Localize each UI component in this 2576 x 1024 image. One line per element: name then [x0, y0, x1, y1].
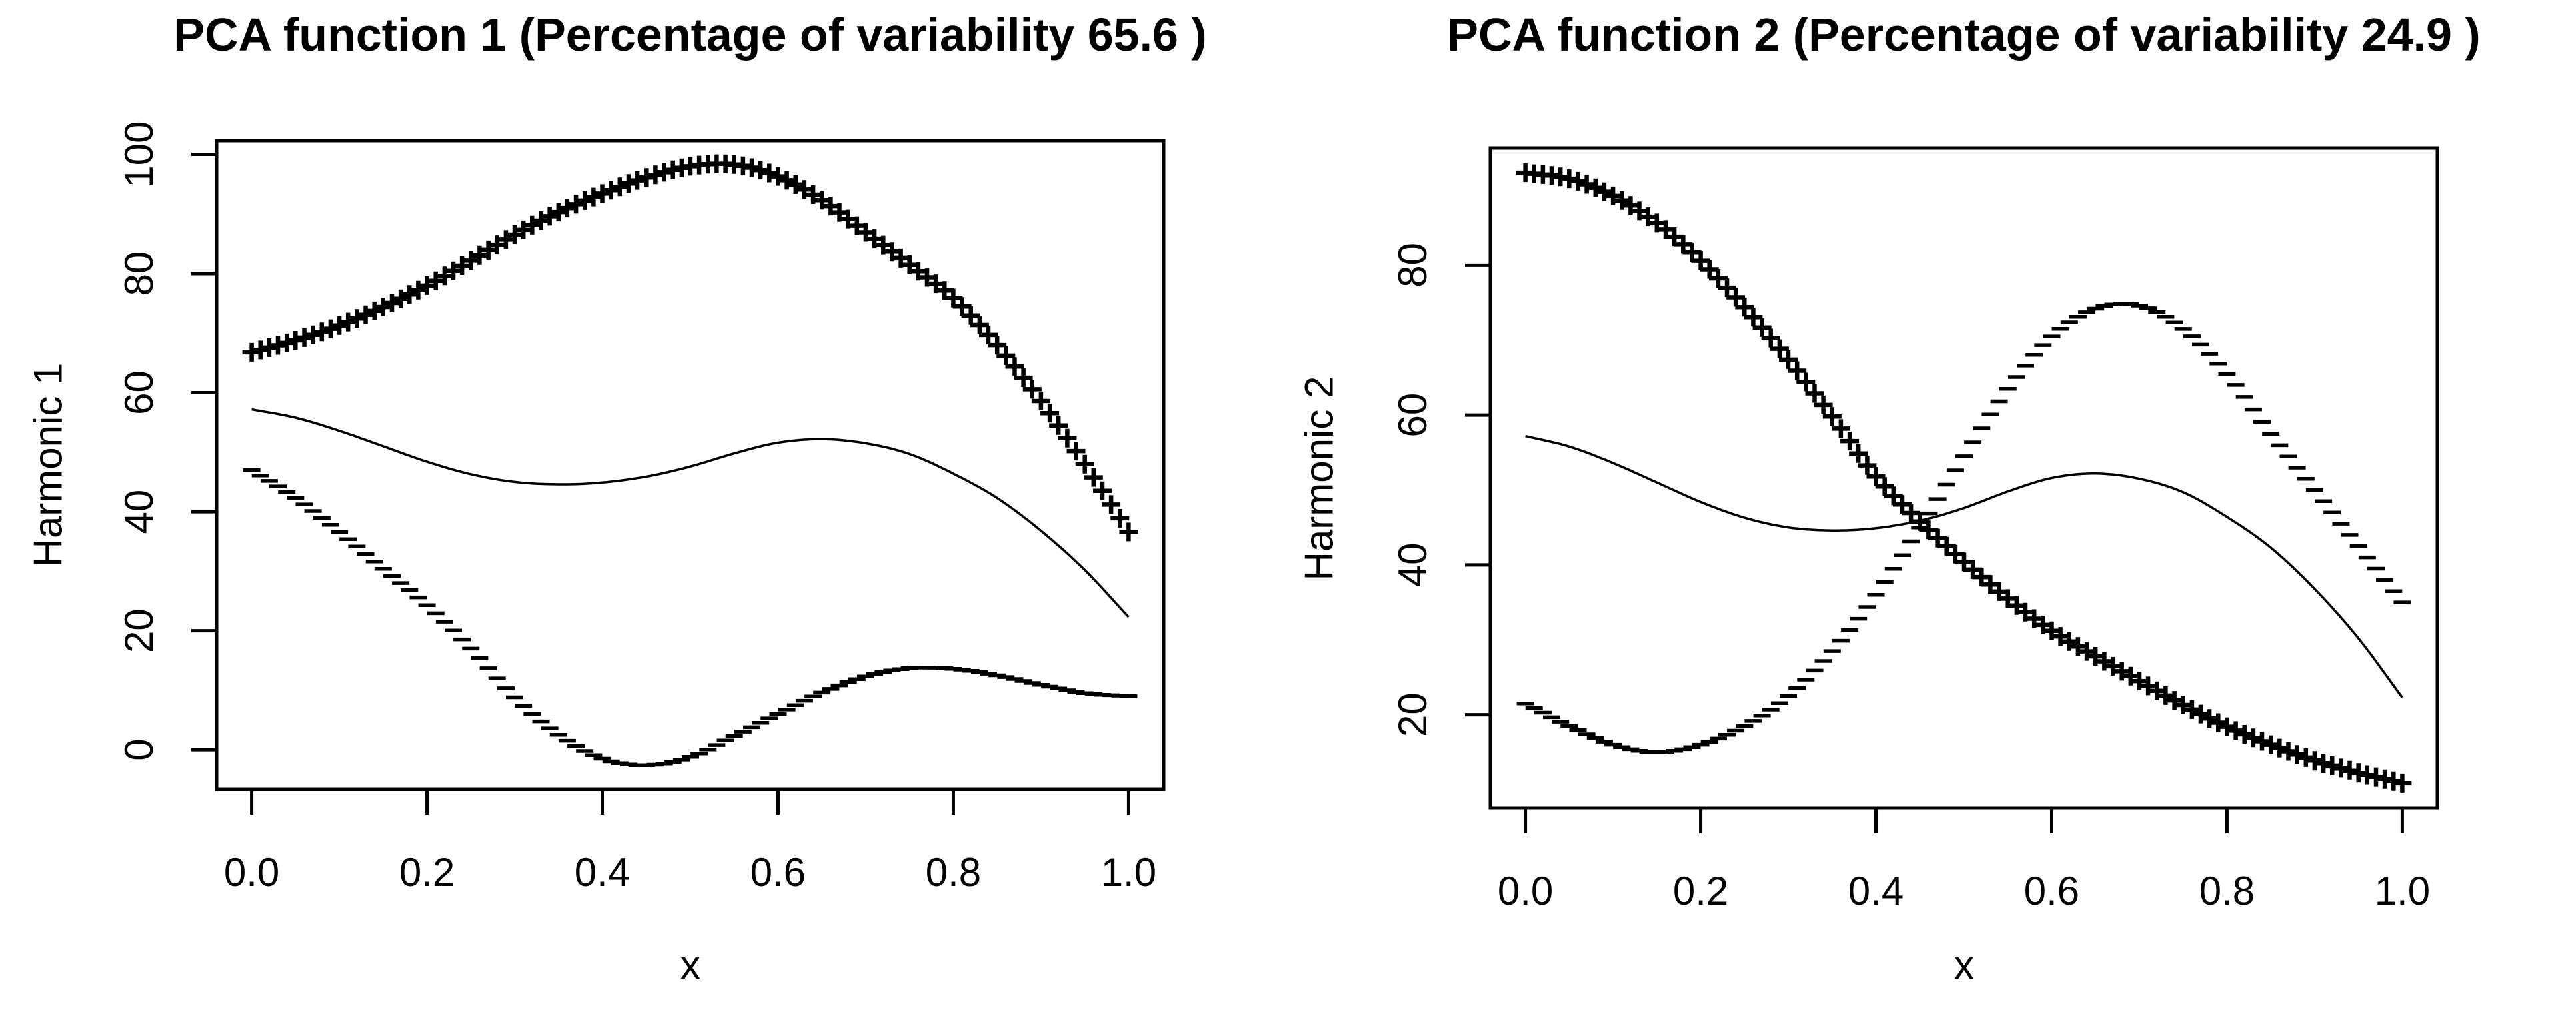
x-tick-label: 0.8 [926, 850, 981, 895]
plot2-y-axis-title: Harmonic 2 [1296, 376, 1342, 581]
y-tick-label: 20 [1390, 692, 1435, 737]
x-tick-label: 0.2 [1673, 869, 1728, 913]
x-tick-label: 0.2 [399, 850, 455, 895]
x-tick-label: 1.0 [2375, 869, 2430, 913]
plot-box [215, 139, 1166, 791]
plot-box [1488, 146, 2439, 810]
x-tick-label: 0.6 [2024, 869, 2079, 913]
plot2-x-axis-title: x [1954, 943, 1974, 987]
x-tick-label: 0.4 [575, 850, 630, 895]
plot1-title: PCA function 1 (Percentage of variabilit… [173, 9, 1207, 61]
x-tick-label: 0.8 [2199, 869, 2255, 913]
y-tick-label: 40 [117, 490, 161, 534]
mean-curve [251, 408, 1130, 618]
y-tick-label: 20 [117, 608, 161, 653]
y-tick-label: 80 [1390, 243, 1435, 288]
y-tick-label: 100 [117, 121, 161, 187]
plus-marker-curve [242, 154, 1138, 542]
x-tick-label: 1.0 [1101, 850, 1156, 895]
minus-marker-curve [243, 468, 1138, 768]
x-tick-label: 0.0 [1498, 869, 1553, 913]
plot2-title: PCA function 2 (Percentage of variabilit… [1447, 9, 2481, 61]
plot1-x-axis-title: x [680, 943, 700, 987]
minus-marker-curve [1516, 302, 2411, 754]
y-tick-label: 60 [1390, 393, 1435, 438]
y-tick-label: 80 [117, 251, 161, 296]
plot1-y-axis-title: Harmonic 1 [25, 362, 71, 568]
y-tick-label: 40 [1390, 542, 1435, 587]
mean-curve [1525, 434, 2403, 698]
x-tick-label: 0.0 [224, 850, 279, 895]
plus-marker-curve [1516, 163, 2412, 793]
x-tick-label: 0.6 [750, 850, 806, 895]
y-tick-label: 0 [117, 738, 161, 760]
x-tick-label: 0.4 [1848, 869, 1904, 913]
y-tick-label: 60 [117, 370, 161, 415]
